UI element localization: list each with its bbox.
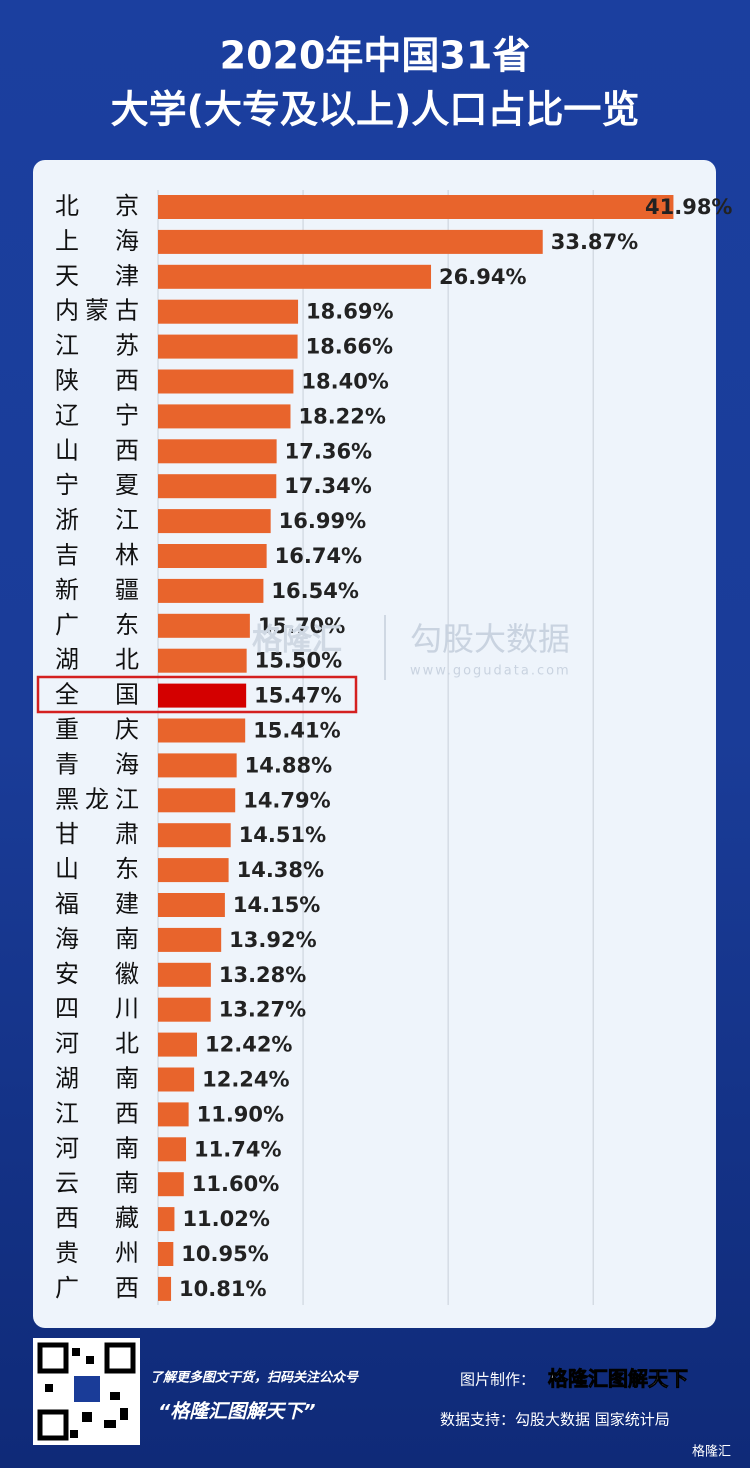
bar	[158, 1207, 175, 1232]
value-label: 17.34%	[284, 474, 371, 498]
footer-logo: 格隆汇	[692, 1444, 731, 1460]
bar	[158, 1102, 189, 1127]
bar	[158, 1032, 198, 1057]
value-label: 13.27%	[219, 998, 306, 1022]
highlight-box	[36, 675, 358, 714]
value-label: 12.42%	[205, 1033, 292, 1057]
value-label: 41.98%	[645, 195, 732, 219]
bar	[158, 1242, 174, 1266]
value-label: 17.36%	[285, 439, 372, 463]
bar	[158, 858, 229, 883]
bar	[158, 718, 246, 743]
value-label: 16.54%	[271, 579, 358, 603]
bar	[158, 404, 291, 429]
value-label: 16.99%	[279, 509, 366, 533]
source: 数据支持：勾股大数据 国家统计局	[440, 1411, 670, 1429]
value-label: 16.74%	[275, 544, 362, 568]
value-label: 15.41%	[253, 719, 340, 743]
category-label: 内蒙古	[55, 297, 139, 325]
bar	[158, 997, 211, 1022]
bar	[158, 474, 277, 499]
bar	[158, 753, 237, 778]
bar	[158, 613, 250, 638]
value-label: 26.94%	[439, 265, 526, 289]
value-label: 13.92%	[229, 928, 316, 952]
value-label: 11.02%	[182, 1207, 269, 1231]
value-label: 12.24%	[202, 1068, 289, 1092]
qr-code	[33, 1338, 140, 1445]
bar	[158, 299, 299, 324]
bar	[158, 1067, 195, 1092]
bar	[158, 1137, 187, 1162]
bar	[158, 334, 298, 359]
value-label: 14.38%	[237, 858, 324, 882]
category-label: 黑龙江	[55, 785, 139, 813]
value-label: 18.22%	[298, 404, 385, 428]
value-label: 11.74%	[194, 1137, 281, 1161]
value-label: 14.88%	[245, 753, 332, 777]
bar	[158, 1276, 172, 1301]
value-label: 14.15%	[233, 893, 320, 917]
made-by: 格隆汇图解天下	[548, 1367, 688, 1391]
value-label: 14.79%	[243, 788, 330, 812]
bar	[158, 544, 267, 568]
watermark-brand: 格隆汇	[252, 623, 342, 658]
watermark-url: www.gogudata.com	[410, 664, 571, 679]
watermark-name: 勾股大数据	[410, 620, 570, 658]
bar	[158, 369, 294, 394]
bar	[158, 648, 247, 673]
footer-account: “格隆汇图解天下”	[158, 1401, 315, 1423]
title: 2020年中国31省	[220, 34, 531, 78]
bar	[158, 962, 211, 987]
value-label: 10.95%	[181, 1242, 268, 1266]
value-label: 13.28%	[219, 963, 306, 987]
value-label: 18.66%	[306, 335, 393, 359]
bar	[158, 893, 225, 917]
bar	[158, 578, 264, 603]
bar	[158, 195, 674, 219]
subtitle: 大学(大专及以上)人口占比一览	[111, 88, 640, 132]
value-label: 11.60%	[192, 1172, 279, 1196]
bar	[158, 439, 277, 464]
plot: 北京 41.98%上海 33.87%天津 26.94%内蒙古 18.69%江苏 18.66…	[55, 190, 732, 1305]
bar	[158, 509, 271, 534]
bar	[158, 683, 247, 708]
value-label: 11.90%	[197, 1102, 284, 1126]
footer-note: 了解更多图文干货，扫码关注公众号	[150, 1370, 359, 1386]
value-label: 15.50%	[255, 649, 342, 673]
bar	[158, 229, 543, 254]
value-label: 18.40%	[301, 370, 388, 394]
value-label: 14.51%	[239, 823, 326, 847]
made-by-label: 图片制作：	[460, 1371, 535, 1389]
value-label: 10.81%	[179, 1277, 266, 1301]
bar	[158, 823, 231, 848]
value-label: 15.47%	[254, 684, 341, 708]
value-label: 15.70%	[258, 614, 345, 638]
value-label: 33.87%	[551, 230, 638, 254]
bar	[158, 1172, 184, 1197]
bar	[158, 264, 432, 289]
value-label: 18.69%	[306, 300, 393, 324]
bar	[158, 788, 236, 813]
bar	[158, 927, 222, 952]
